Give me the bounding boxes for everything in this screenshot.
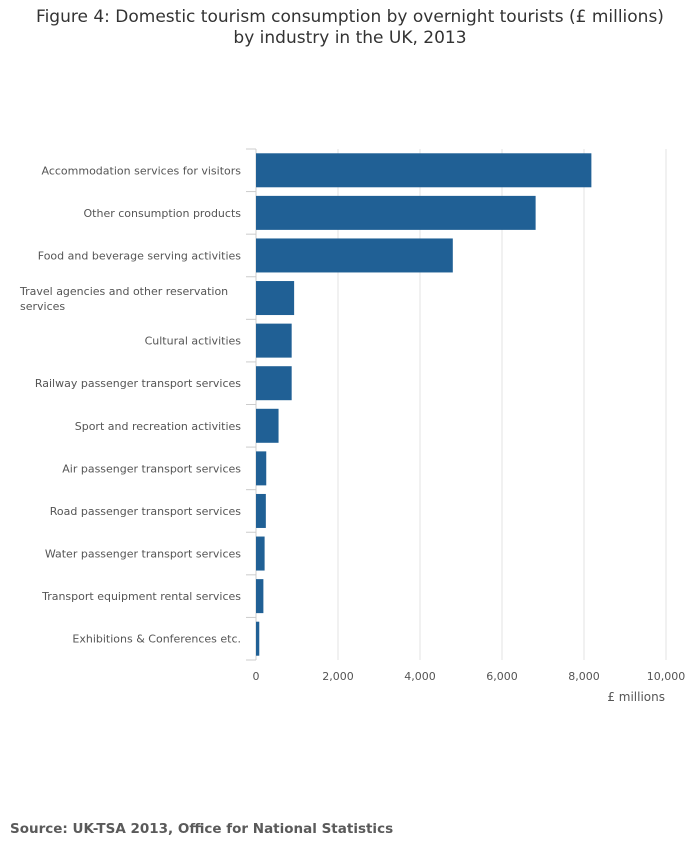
bar — [256, 323, 292, 358]
category-label: Sport and recreation activities — [75, 420, 242, 433]
category-label: Road passenger transport services — [50, 505, 242, 518]
bar — [256, 195, 536, 230]
bar — [256, 153, 592, 188]
x-tick-label: 2,000 — [322, 670, 354, 683]
category-label: Cultural activities — [145, 335, 242, 348]
bar — [256, 238, 453, 273]
bar — [256, 281, 295, 316]
bar — [256, 536, 265, 571]
bar — [256, 451, 267, 486]
x-axis-title: £ millions — [607, 690, 665, 704]
category-label: Water passenger transport services — [45, 548, 241, 561]
category-label: Transport equipment rental services — [41, 590, 241, 603]
category-label: Other consumption products — [84, 207, 242, 220]
category-label: Exhibitions & Conferences etc. — [72, 633, 241, 646]
chart-title-line-2: by industry in the UK, 2013 — [233, 28, 467, 48]
bar — [256, 621, 260, 656]
category-label: Accommodation services for visitors — [41, 164, 241, 177]
bar-chart: Accommodation services for visitors Other… — [19, 148, 686, 704]
category-label: Air passenger transport services — [62, 462, 241, 475]
x-tick-label: 8,000 — [568, 670, 600, 683]
bar — [256, 493, 266, 528]
chart-title: Figure 4: Domestic tourism consumption b… — [0, 7, 700, 49]
x-tick-label: 0 — [253, 670, 260, 683]
x-tick-label: 6,000 — [486, 670, 518, 683]
bar — [256, 579, 264, 614]
x-tick-label: 10,000 — [647, 670, 686, 683]
bar — [256, 366, 292, 401]
bar — [256, 408, 279, 443]
category-label: Railway passenger transport services — [35, 377, 241, 390]
category-label: Travel agencies and other reservation ser… — [19, 285, 228, 313]
chart-title-line-1: Figure 4: Domestic tourism consumption b… — [36, 7, 664, 27]
source-note: Source: UK-TSA 2013, Office for National… — [10, 821, 394, 837]
x-tick-label: 4,000 — [404, 670, 436, 683]
category-label: Food and beverage serving activities — [38, 249, 242, 262]
